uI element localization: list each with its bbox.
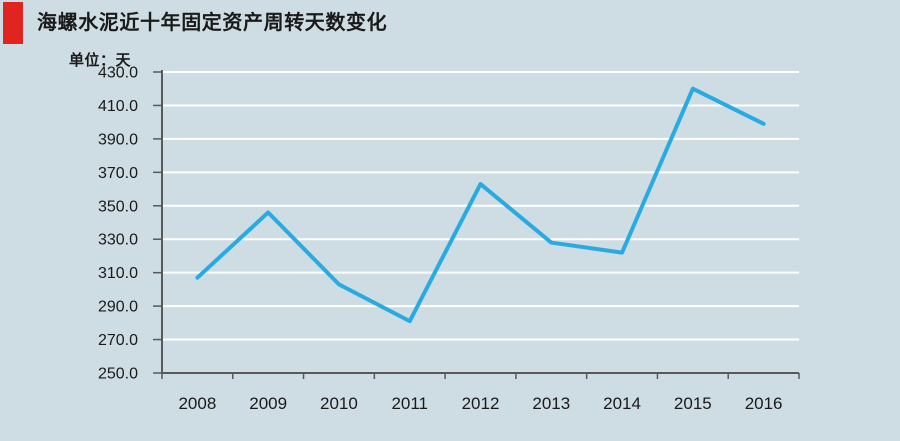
chart-title: 海螺水泥近十年固定资产周转天数变化 (37, 12, 388, 34)
y-axis-label: 390.0 (98, 131, 138, 148)
y-axis-label: 370.0 (98, 165, 138, 182)
x-axis-label: 2010 (320, 394, 358, 413)
y-axis-label: 270.0 (98, 332, 138, 349)
y-axis-label: 310.0 (98, 265, 138, 282)
y-axis-label: 410.0 (98, 98, 138, 115)
x-axis-label: 2014 (603, 394, 641, 413)
x-axis-label: 2013 (532, 394, 570, 413)
x-axis-label: 2016 (745, 394, 783, 413)
x-axis-label: 2012 (462, 394, 500, 413)
x-axis-label: 2008 (178, 394, 216, 413)
y-axis-label: 290.0 (98, 299, 138, 316)
data-line-series (195, 86, 766, 324)
title-accent-marker (3, 2, 23, 44)
x-axis-label: 2009 (249, 394, 287, 413)
y-axis-label: 330.0 (98, 232, 138, 249)
x-axis-label: 2011 (391, 394, 428, 413)
y-axis-label: 350.0 (98, 198, 138, 215)
y-axis-unit-label: 单位：天 (69, 52, 132, 69)
x-axis-label: 2015 (674, 394, 712, 413)
y-axis-label: 250.0 (98, 366, 138, 383)
y-axis-label: 430.0 (98, 65, 138, 82)
